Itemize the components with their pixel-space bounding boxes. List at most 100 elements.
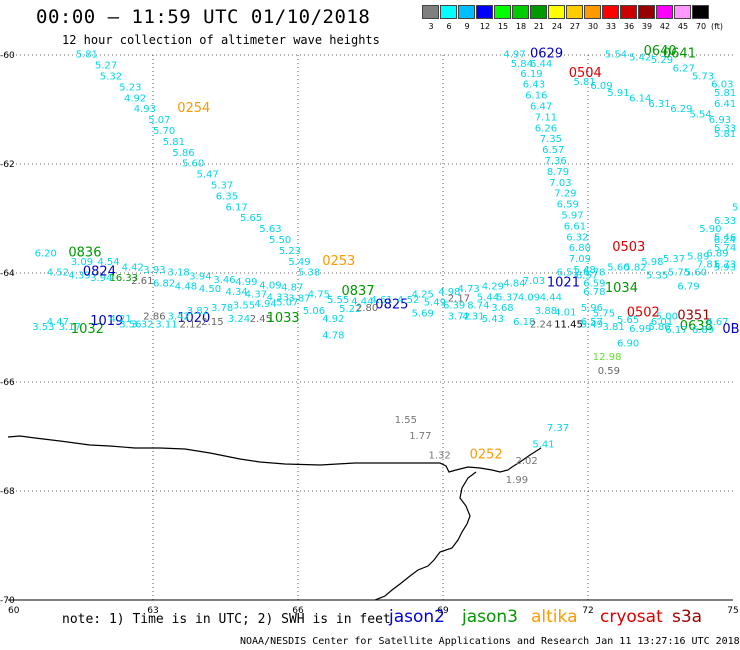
colorbar-cell — [566, 5, 583, 19]
longitude-tick-label: 66 — [292, 606, 304, 616]
wave-height-value: 4.39 — [68, 270, 90, 281]
wave-height-value: 5.73 — [692, 72, 714, 83]
wave-height-value: 4.52 — [47, 268, 69, 279]
wave-height-value: 5.69 — [412, 309, 434, 320]
pass-time-label: 0825 — [375, 297, 408, 312]
wave-height-value: 6.78 — [583, 287, 605, 298]
wave-height-value: 5.22 — [339, 304, 361, 315]
wave-height-value: 6.57 — [581, 317, 603, 328]
pass-time-label: 1033 — [267, 311, 300, 326]
wave-height-value: 5.49 — [581, 320, 603, 331]
wave-height-value: 3.24 — [228, 314, 250, 325]
wave-height-value: 5.38 — [298, 268, 320, 279]
wave-height-value: 3.78 — [211, 303, 233, 314]
wave-height-value: 5.84 — [511, 59, 533, 70]
wave-height-value: 5.54 — [690, 110, 712, 121]
colorbar-label: 27 — [569, 22, 581, 31]
colorbar-cell — [530, 5, 547, 19]
map-title: 00:00 – 11:59 UTC 01/10/2018 — [36, 6, 371, 28]
wave-height-value: 4.42 — [122, 262, 144, 273]
wave-height-value: 7.11 — [535, 112, 557, 123]
colorbar-cell — [494, 5, 511, 19]
colorbar-label: 12 — [479, 22, 491, 31]
pass-time-label: 0252 — [470, 447, 503, 462]
wave-height-value: 5.60 — [685, 268, 707, 279]
pass-time-label: 0254 — [177, 101, 210, 116]
wave-height-value: 6.43 — [523, 80, 545, 91]
wave-height-value: 5.74 — [714, 243, 736, 254]
wave-height-value: 5.65 — [617, 315, 639, 326]
colorbar-cell — [458, 5, 475, 19]
wave-height-value: 3.42 — [168, 311, 190, 322]
wave-height-value: 5.81 — [163, 137, 185, 148]
wave-height-value: 6.79 — [677, 281, 699, 292]
wave-height-value: 12.98 — [593, 352, 622, 363]
wave-height-value: 5.44 — [477, 292, 499, 303]
wave-height-value: 7.29 — [554, 189, 576, 200]
wave-height-value: 4.21 — [110, 314, 132, 325]
pass-time-label: 1021 — [547, 276, 580, 291]
wave-height-value: 5.82 — [624, 262, 646, 273]
colorbar-cell — [656, 5, 673, 19]
longitude-tick-label: 69 — [437, 606, 449, 616]
wave-height-value: 2.12 — [180, 320, 202, 331]
wave-height-value: 3.11 — [155, 320, 177, 331]
wave-height-value: 8.79 — [547, 167, 569, 178]
wave-height-value: 6.26 — [535, 123, 557, 134]
wave-height-value: 5.35 — [646, 270, 668, 281]
wave-height-value: 5.98 — [641, 257, 663, 268]
wave-height-value: 3.88 — [535, 306, 557, 317]
latitude-tick-label: -70 — [0, 596, 15, 606]
wave-height-value: 4.75 — [308, 290, 330, 301]
wave-height-value: 4.92 — [322, 314, 344, 325]
wave-height-value: 3.68 — [491, 303, 513, 314]
wave-height-value: 4.31 — [462, 311, 484, 322]
wave-height-value: 5.73 — [714, 260, 736, 271]
wave-height-value: 4.78 — [322, 330, 344, 341]
credit-line: NOAA/NESDIS Center for Satellite Applica… — [240, 636, 740, 647]
latitude-tick-label: -66 — [0, 378, 15, 388]
pass-time-label: 0504 — [569, 66, 602, 81]
wave-height-value: 6.29 — [670, 104, 692, 115]
wave-height-value: 5 — [732, 202, 738, 213]
pass-time-label: 1020 — [177, 311, 210, 326]
wave-height-value: 6.47 — [530, 102, 552, 113]
colorbar-cell — [548, 5, 565, 19]
wave-height-value: 5.46 — [714, 232, 736, 243]
wave-height-value: 6.90 — [617, 339, 639, 350]
colorbar-cell — [476, 5, 493, 19]
colorbar-label: 42 — [659, 22, 671, 31]
wave-height-value: 5.63 — [259, 224, 281, 235]
wave-height-value: 6.61 — [564, 221, 586, 232]
wave-height-value: 6.20 — [35, 249, 57, 260]
wave-height-value: 6.32 — [566, 232, 588, 243]
pass-time-label: 0638 — [680, 319, 713, 334]
wave-height-value: 6.33 — [714, 216, 736, 227]
legend-cryosat: cryosat — [600, 607, 663, 627]
wave-height-value: 4.87 — [281, 282, 303, 293]
colorbar-label: 15 — [497, 22, 509, 31]
wave-height-value: 5.37 — [211, 181, 233, 192]
wave-height-value: 6.17 — [226, 202, 248, 213]
wave-height-value: 5.81 — [574, 77, 596, 88]
wave-height-value: 5.27 — [95, 61, 117, 72]
colorbar-cell — [422, 5, 439, 19]
wave-height-value: 6.14 — [629, 93, 651, 104]
colorbar-cell — [584, 5, 601, 19]
wave-height-value: 4.44 — [540, 292, 562, 303]
wave-height-value: 5.81 — [714, 88, 736, 99]
wave-height-value: 2.24 — [530, 320, 552, 331]
wave-height-value: 6.89 — [706, 249, 728, 260]
wave-height-value: 5.55 — [327, 295, 349, 306]
wave-height-value: 4.33 — [267, 292, 289, 303]
pass-time-label: 1032 — [71, 322, 104, 337]
wave-height-value: 5.60 — [182, 159, 204, 170]
colorbar-label: 36 — [623, 22, 635, 31]
colorbar-cell — [512, 5, 529, 19]
wave-height-value: 2.61 — [131, 276, 153, 287]
wave-height-value: 5.00 — [656, 311, 678, 322]
wave-height-value: 4.52 — [397, 295, 419, 306]
wave-height-value: 1.32 — [429, 450, 451, 461]
wave-height-value: 6.27 — [673, 63, 695, 74]
